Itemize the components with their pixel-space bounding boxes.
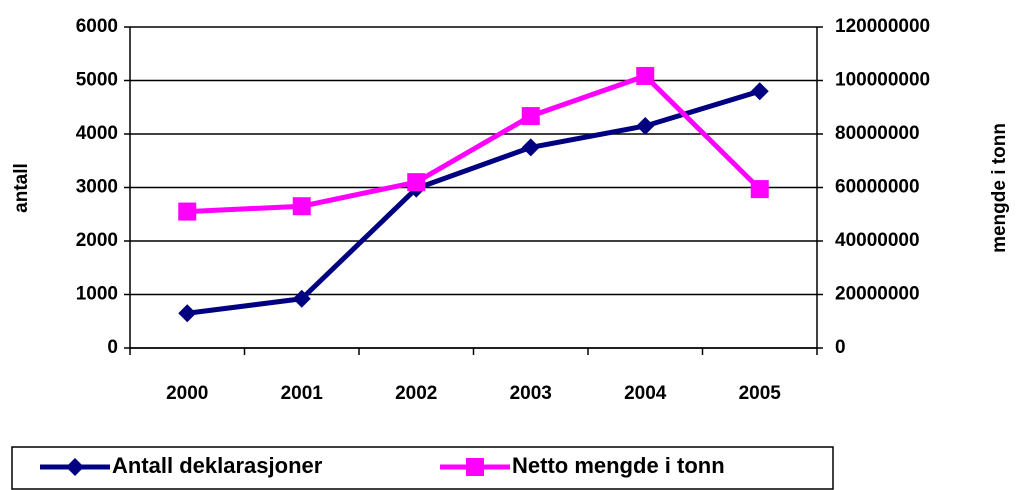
series-marker: [292, 289, 311, 308]
legend-label: Netto mengde i tonn: [512, 453, 725, 478]
y2-tick-label: 60000000: [835, 177, 920, 198]
y2-axis-label: mengde i tonn: [989, 123, 1010, 253]
legend-label: Antall deklarasjoner: [112, 453, 323, 478]
y-tick-label: 5000: [76, 70, 118, 91]
y2-tick-label: 40000000: [835, 230, 920, 251]
series-marker: [178, 202, 197, 221]
legend-box: [11, 446, 834, 490]
series-marker: [292, 197, 311, 216]
series-marker: [407, 173, 426, 192]
series-marker: [750, 82, 769, 101]
x-tick-label: 2001: [281, 383, 324, 404]
series-marker: [521, 107, 540, 126]
y-tick-label: 4000: [76, 123, 118, 144]
y-tick-label: 2000: [76, 230, 118, 251]
y-tick-label: 3000: [76, 177, 118, 198]
y-tick-label: 6000: [76, 16, 118, 37]
x-tick-label: 2003: [510, 383, 552, 404]
series-marker: [521, 138, 540, 157]
x-tick-label: 2004: [624, 383, 667, 404]
y2-tick-label: 20000000: [835, 284, 920, 305]
y-tick-label: 0: [107, 337, 118, 358]
series-marker: [178, 304, 197, 323]
series-marker: [750, 180, 769, 199]
legend-swatch-marker: [466, 458, 484, 476]
x-tick-label: 2005: [739, 383, 782, 404]
x-tick-label: 2000: [166, 383, 208, 404]
series-marker: [636, 116, 655, 135]
y2-tick-label: 100000000: [835, 70, 930, 91]
y-tick-label: 1000: [76, 284, 118, 305]
y-axis-label: antall: [11, 163, 32, 213]
series-line: [187, 73, 762, 215]
series-line: [186, 88, 761, 316]
series-marker: [636, 66, 655, 85]
x-tick-label: 2002: [395, 383, 437, 404]
y2-tick-label: 0: [835, 337, 846, 358]
y2-tick-label: 80000000: [835, 123, 920, 144]
y2-tick-label: 120000000: [835, 16, 930, 37]
legend-swatch-marker: [66, 458, 84, 476]
